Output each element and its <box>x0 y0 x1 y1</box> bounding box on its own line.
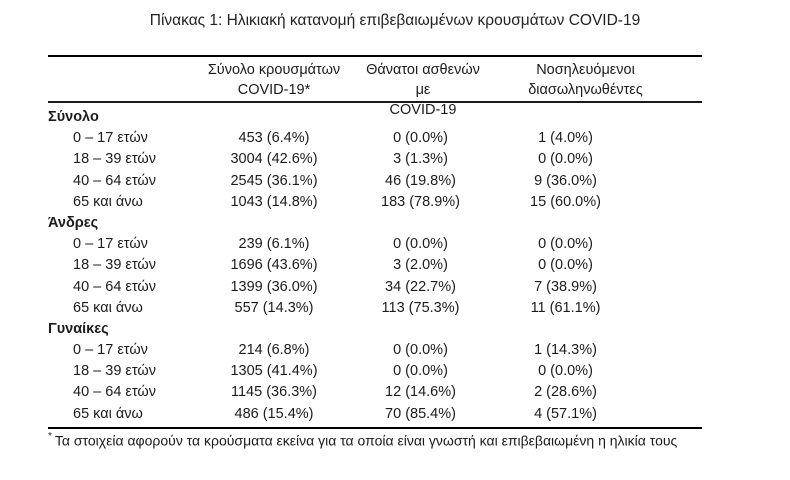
cases-value: 453 (6.4%) <box>238 130 310 147</box>
section-label: Άνδρες <box>48 214 99 231</box>
deaths-value: 113 (75.3%) <box>381 299 460 316</box>
table-row: 40 – 64 ετών 1145 (36.3%) 12 (14.6%) 2 (28.… <box>48 382 702 403</box>
cases-value: 1399 (36.0%) <box>230 278 318 295</box>
age-label: 65 και άνω <box>73 405 143 422</box>
deaths-value: 0 (0.0%) <box>393 342 448 359</box>
deaths-value: 0 (0.0%) <box>393 130 448 147</box>
cases-value: 1145 (36.3%) <box>231 384 317 401</box>
intubated-value: 1 (4.0%) <box>538 130 593 147</box>
table-row: 18 – 39 ετών 3004 (42.6%) 3 (1.3%) 0 (0.0%) <box>48 149 702 170</box>
table-row: 0 – 17 ετών 239 (6.1%) 0 (0.0%) 0 (0.0%) <box>48 234 702 255</box>
age-label: 65 και άνω <box>73 193 143 210</box>
table-row: 40 – 64 ετών 2545 (36.1%) 46 (19.8%) 9 (36.… <box>48 171 702 192</box>
column-header-total-cases-line2: COVID-19* <box>237 82 311 98</box>
table-title: Πίνακας 1: Ηλικιακή κατανομή επιβεβαιωμέ… <box>149 12 641 29</box>
table-row: 18 – 39 ετών 1696 (43.6%) 3 (2.0%) 0 (0.0%) <box>48 255 702 276</box>
column-header-deaths: Θάνατοι ασθενών με COVID-19 <box>358 60 483 120</box>
age-label: 65 και άνω <box>73 299 143 316</box>
deaths-value: 0 (0.0%) <box>393 236 448 253</box>
cases-value: 486 (15.4%) <box>234 405 314 422</box>
column-header-total-cases: Σύνολο κρουσμάτων COVID-19* <box>190 60 358 120</box>
cases-value: 3004 (42.6%) <box>230 151 318 168</box>
footnote-asterisk: * <box>48 431 52 442</box>
age-label: 0 – 17 ετών <box>73 342 148 359</box>
intubated-value: 1 (14.3%) <box>534 342 597 359</box>
table-row: 0 – 17 ετών 214 (6.8%) 0 (0.0%) 1 (14.3%) <box>48 340 702 361</box>
section-label-row: Σύνολο <box>48 107 702 128</box>
age-label: 40 – 64 ετών <box>73 384 156 401</box>
intubated-value: 0 (0.0%) <box>538 236 593 253</box>
cases-value: 214 (6.8%) <box>238 342 310 359</box>
cases-value: 1043 (14.8%) <box>230 193 318 210</box>
intubated-value: 0 (0.0%) <box>538 363 593 380</box>
section-label: Γυναίκες <box>48 320 109 337</box>
deaths-value: 12 (14.6%) <box>385 384 456 401</box>
age-label: 40 – 64 ετών <box>73 172 156 189</box>
column-header-intubated: Νοσηλευόμενοι διασωληνωθέντες <box>483 60 648 120</box>
column-header-total-cases-line1: Σύνολο κρουσμάτων <box>207 62 341 78</box>
deaths-value: 70 (85.4%) <box>385 405 456 422</box>
section-label-row: Γυναίκες <box>48 319 702 340</box>
age-label: 40 – 64 ετών <box>73 278 156 295</box>
intubated-value: 7 (38.9%) <box>534 278 597 295</box>
table-header-row: Σύνολο κρουσμάτων COVID-19* Θάνατοι ασθε… <box>48 55 702 118</box>
intubated-value: 15 (60.0%) <box>530 193 601 210</box>
covid-age-table: Σύνολο κρουσμάτων COVID-19* Θάνατοι ασθε… <box>48 55 702 429</box>
column-header-deaths-line2: COVID-19 <box>389 102 457 118</box>
age-label: 0 – 17 ετών <box>73 236 148 253</box>
age-label: 18 – 39 ετών <box>73 257 156 274</box>
deaths-value: 34 (22.7%) <box>385 278 456 295</box>
intubated-value: 2 (28.6%) <box>534 384 597 401</box>
table-row: 40 – 64 ετών 1399 (36.0%) 34 (22.7%) 7 (38.… <box>48 277 702 298</box>
table-row: 65 και άνω 1043 (14.8%) 183 (78.9%) 15 (60.… <box>48 192 702 213</box>
deaths-value: 0 (0.0%) <box>393 363 448 380</box>
deaths-value: 46 (19.8%) <box>385 172 456 189</box>
deaths-value: 3 (2.0%) <box>393 257 448 274</box>
footnote-text: Τα στοιχεία αφορούν τα κρούσματα εκείνα … <box>54 432 678 449</box>
intubated-value: 0 (0.0%) <box>538 151 593 168</box>
column-header-deaths-line1: Θάνατοι ασθενών με <box>366 62 480 98</box>
table-row: 65 και άνω 557 (14.3%) 113 (75.3%) 11 (61.1… <box>48 298 702 319</box>
table-row: 18 – 39 ετών 1305 (41.4%) 0 (0.0%) 0 (0.0%) <box>48 361 702 382</box>
table-row: 0 – 17 ετών 453 (6.4%) 0 (0.0%) 1 (4.0%) <box>48 128 702 149</box>
deaths-value: 183 (78.9%) <box>381 193 460 210</box>
cases-value: 557 (14.3%) <box>234 299 314 316</box>
table-body: Σύνολο 0 – 17 ετών 453 (6.4%) 0 (0.0%) 1 (4.… <box>48 103 702 429</box>
deaths-value: 3 (1.3%) <box>393 151 448 168</box>
age-label: 0 – 17 ετών <box>73 130 148 147</box>
section-label: Σύνολο <box>48 109 99 125</box>
cases-value: 2545 (36.1%) <box>230 172 318 189</box>
cases-value: 239 (6.1%) <box>238 236 310 253</box>
intubated-value: 0 (0.0%) <box>538 257 593 274</box>
column-header-intubated-line2: διασωληνωθέντες <box>528 82 643 98</box>
cases-value: 1696 (43.6%) <box>230 257 318 274</box>
table-row: 65 και άνω 486 (15.4%) 70 (85.4%) 4 (57.1%) <box>48 404 702 425</box>
section-label-row: Άνδρες <box>48 213 702 234</box>
table-footnote: * Τα στοιχεία αφορούν τα κρούσματα εκείνα… <box>48 431 758 449</box>
age-label: 18 – 39 ετών <box>73 151 156 168</box>
intubated-value: 4 (57.1%) <box>534 405 597 422</box>
intubated-value: 9 (36.0%) <box>534 172 597 189</box>
age-label: 18 – 39 ετών <box>73 363 156 380</box>
column-header-intubated-line1: Νοσηλευόμενοι <box>536 62 635 78</box>
intubated-value: 11 (61.1%) <box>530 299 601 316</box>
cases-value: 1305 (41.4%) <box>230 363 318 380</box>
